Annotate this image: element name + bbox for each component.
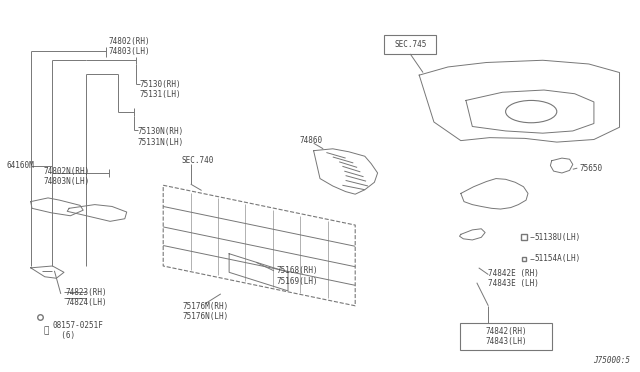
Text: 75176M(RH)
75176N(LH): 75176M(RH) 75176N(LH) bbox=[182, 302, 228, 321]
Text: 74860: 74860 bbox=[300, 136, 323, 145]
Text: 74842(RH)
74843(LH): 74842(RH) 74843(LH) bbox=[485, 327, 527, 346]
Text: 51154A(LH): 51154A(LH) bbox=[534, 254, 580, 263]
Text: SEC.740: SEC.740 bbox=[181, 156, 214, 165]
Text: 51138U(LH): 51138U(LH) bbox=[534, 233, 580, 242]
Text: 74802N(RH)
74803N(LH): 74802N(RH) 74803N(LH) bbox=[44, 167, 90, 186]
Text: 74802(RH)
74803(LH): 74802(RH) 74803(LH) bbox=[109, 37, 150, 56]
Text: 74842E (RH)
74843E (LH): 74842E (RH) 74843E (LH) bbox=[488, 269, 539, 288]
Text: 08157-0251F
  (6): 08157-0251F (6) bbox=[52, 321, 103, 340]
Text: 64160M: 64160M bbox=[6, 161, 34, 170]
Bar bbox=[384, 35, 436, 54]
Text: 75650: 75650 bbox=[579, 164, 602, 173]
Text: 74823(RH)
74824(LH): 74823(RH) 74824(LH) bbox=[66, 288, 108, 307]
Text: 75168(RH)
75169(LH): 75168(RH) 75169(LH) bbox=[276, 266, 318, 286]
Text: 75130N(RH)
75131N(LH): 75130N(RH) 75131N(LH) bbox=[138, 127, 184, 147]
Text: Ⓑ: Ⓑ bbox=[44, 326, 49, 335]
Bar bbox=[460, 323, 552, 350]
Text: SEC.745: SEC.745 bbox=[394, 40, 426, 49]
Text: J75000:5: J75000:5 bbox=[593, 356, 630, 365]
Text: 75130(RH)
75131(LH): 75130(RH) 75131(LH) bbox=[140, 80, 181, 99]
